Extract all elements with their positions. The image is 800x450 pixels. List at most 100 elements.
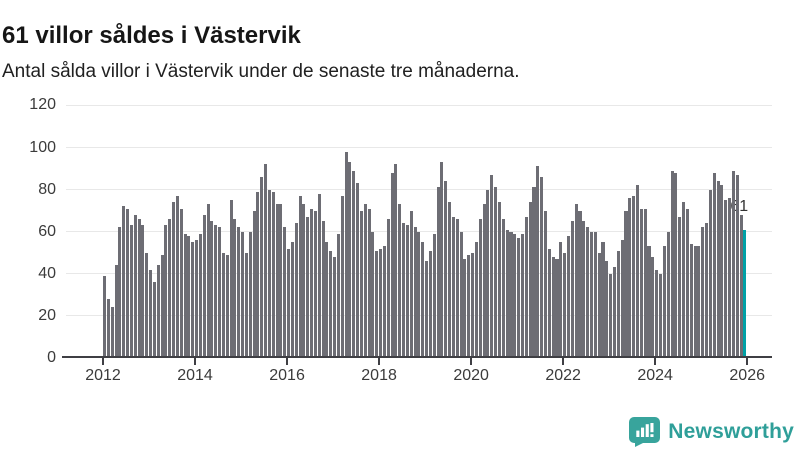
bar (532, 187, 536, 358)
bar (497, 202, 501, 358)
bar (444, 181, 448, 358)
bar (647, 246, 651, 358)
bar (256, 191, 260, 358)
bar (593, 231, 597, 358)
bar (674, 172, 678, 358)
bar (183, 233, 187, 358)
gridline (66, 147, 772, 148)
gridline (66, 104, 772, 106)
bar (540, 176, 544, 358)
bar (612, 267, 617, 358)
bar (428, 250, 432, 358)
bar (336, 233, 340, 358)
bar (739, 214, 743, 358)
bar (210, 221, 214, 358)
bar (298, 195, 302, 358)
bar (118, 227, 122, 358)
bar (547, 248, 551, 358)
x-axis-tick (470, 358, 473, 365)
x-axis-line (62, 356, 772, 358)
bar (697, 246, 701, 358)
bar (425, 261, 429, 358)
bar (632, 195, 636, 358)
bar (474, 242, 478, 358)
bar (195, 240, 199, 358)
bar (375, 250, 379, 358)
bar (712, 172, 716, 358)
bar (149, 269, 153, 358)
bar (578, 210, 582, 358)
bar (471, 252, 475, 358)
bar (294, 223, 298, 358)
bar (716, 181, 720, 358)
bar (635, 185, 640, 358)
x-axis-tick-label: 2016 (269, 367, 305, 384)
bar (662, 246, 666, 358)
bar (724, 200, 728, 358)
gridline (66, 189, 772, 191)
bar (566, 235, 571, 358)
bar (202, 214, 206, 358)
bar (421, 242, 425, 358)
bar (152, 282, 156, 358)
bar (283, 227, 287, 358)
x-axis-tick (286, 358, 289, 365)
bar (563, 252, 567, 358)
bar (340, 195, 344, 358)
bar (302, 204, 306, 358)
bar (206, 204, 210, 358)
bar (616, 250, 620, 358)
bar (720, 185, 724, 358)
bar (348, 162, 352, 358)
bar (356, 183, 360, 358)
bar (448, 202, 452, 358)
bar (329, 250, 333, 358)
bar (352, 170, 356, 358)
bar (409, 210, 413, 358)
bar (402, 223, 406, 358)
bar (551, 256, 555, 358)
bar (260, 176, 264, 358)
bar (463, 259, 467, 358)
bar (559, 242, 563, 358)
bar (624, 210, 628, 358)
x-axis-tick-label: 2012 (85, 367, 121, 384)
bar (214, 225, 218, 358)
bar (241, 231, 245, 358)
bar (198, 233, 202, 358)
bar (279, 204, 283, 358)
x-axis-tick (102, 358, 104, 365)
bar (359, 210, 363, 358)
bar (689, 244, 693, 358)
bar (609, 273, 613, 358)
y-axis-tick-label: 0 (47, 349, 56, 366)
bar (605, 261, 609, 358)
bar (225, 254, 229, 358)
bar (405, 225, 409, 358)
bar (513, 233, 517, 358)
bar (248, 231, 252, 358)
y-axis-tick-label: 80 (38, 180, 56, 198)
bar (467, 254, 471, 358)
bar (191, 242, 195, 358)
bar (601, 242, 605, 358)
x-axis-tick (746, 358, 749, 365)
bar (536, 166, 540, 358)
bar (310, 208, 314, 358)
bar (267, 189, 271, 358)
chart-subtitle: Antal sålda villor i Västervik under de … (2, 61, 520, 82)
bar (317, 193, 321, 358)
bar (129, 225, 133, 358)
bar (505, 229, 509, 358)
bar (137, 219, 141, 358)
bar (586, 227, 590, 358)
bar (290, 242, 294, 358)
bar (237, 227, 241, 358)
bar (233, 219, 237, 358)
bar (670, 170, 674, 358)
bar (313, 210, 317, 358)
bar (451, 216, 455, 358)
bar (367, 208, 371, 358)
bar (110, 307, 114, 358)
x-axis-tick (378, 358, 381, 365)
